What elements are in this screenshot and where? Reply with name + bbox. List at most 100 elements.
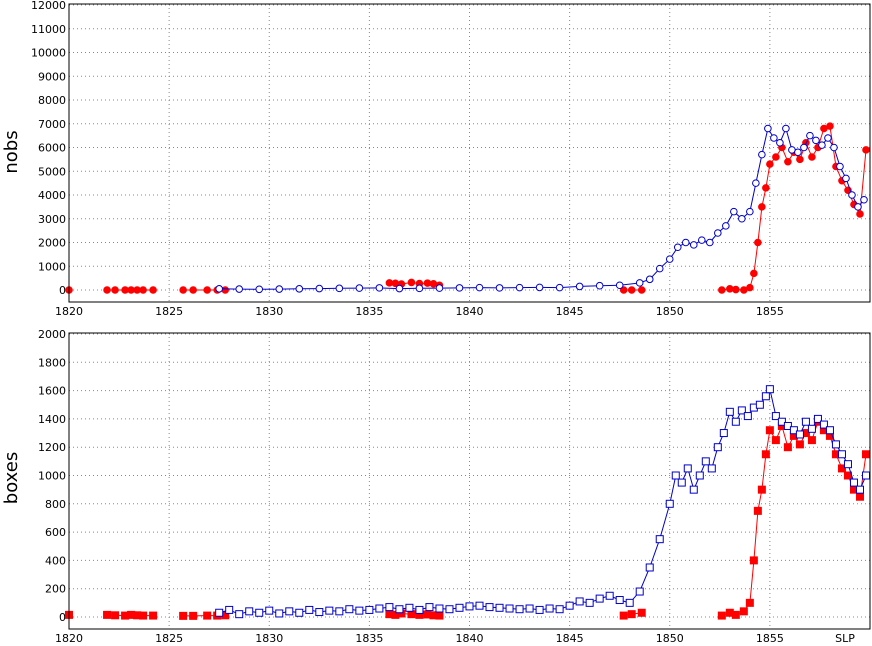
data-point — [315, 284, 324, 293]
data-point — [335, 284, 344, 293]
data-point — [681, 238, 690, 247]
data-point — [385, 603, 394, 612]
data-point — [429, 280, 438, 288]
series-line — [219, 387, 867, 615]
data-point — [235, 285, 244, 293]
data-point — [807, 424, 816, 433]
x-tick-label: 1840 — [456, 632, 484, 645]
data-point — [689, 241, 698, 249]
data-point — [782, 124, 790, 133]
data-point — [861, 471, 870, 480]
data-point — [795, 430, 804, 439]
data-point — [435, 611, 444, 620]
data-point — [635, 587, 644, 596]
data-point — [585, 598, 594, 607]
data-point — [746, 207, 754, 216]
data-point — [595, 594, 604, 603]
panel-nobs: 0 1000 2000 3000 4000 5000 6000 7000 8000 9000 100… — [1, 0, 871, 318]
data-point — [627, 286, 636, 294]
data-point — [275, 609, 284, 618]
data-point — [475, 283, 484, 292]
data-point — [731, 417, 740, 426]
data-point — [855, 492, 864, 501]
data-point — [766, 160, 774, 168]
data-point — [707, 464, 716, 473]
y-tick-label: 200 — [45, 583, 66, 596]
data-point — [725, 407, 734, 416]
x-tick-label: 1820 — [55, 632, 83, 645]
data-point — [655, 264, 664, 273]
data-point — [355, 606, 364, 615]
data-point — [754, 238, 762, 247]
y-tick-label: 11000 — [31, 23, 66, 36]
data-point — [849, 478, 858, 487]
data-point — [794, 148, 802, 157]
y-tick-label: 5000 — [38, 165, 66, 178]
y-tick-label: 2000 — [38, 237, 66, 250]
data-point — [149, 611, 158, 620]
data-point — [255, 608, 264, 617]
series-line — [219, 126, 865, 290]
data-point — [801, 417, 810, 426]
x-tick-label: 1830 — [255, 632, 283, 645]
x-tick-label: 1835 — [355, 632, 383, 645]
data-point — [555, 605, 564, 614]
data-point — [375, 604, 384, 613]
data-point — [745, 598, 754, 607]
data-point — [796, 155, 804, 164]
y-tick-label: 2000 — [38, 328, 66, 341]
data-point — [732, 285, 740, 294]
data-point — [637, 286, 646, 294]
data-point — [615, 596, 624, 605]
data-point — [595, 281, 604, 290]
data-point — [807, 436, 816, 445]
data-point — [856, 210, 864, 218]
y-tick-label: 9000 — [38, 70, 66, 83]
data-point — [743, 412, 752, 421]
data-point — [753, 506, 762, 515]
data-point — [335, 607, 344, 616]
data-point — [215, 285, 223, 293]
y-tick-label: 1400 — [38, 413, 66, 426]
data-point — [355, 284, 364, 292]
data-point — [719, 429, 728, 438]
data-point — [295, 285, 304, 293]
data-point — [545, 604, 554, 613]
data-point — [718, 286, 726, 294]
y-tick-label: 4000 — [38, 189, 66, 202]
data-point — [395, 605, 404, 614]
data-point — [435, 284, 444, 292]
data-point — [405, 603, 414, 612]
series-0 — [65, 417, 870, 620]
x-tick-label: 1845 — [556, 632, 584, 645]
data-point — [764, 124, 772, 133]
data-point — [465, 602, 474, 611]
x-tick-label: 1855 — [756, 305, 784, 318]
y-tick-label: 0 — [59, 284, 66, 297]
data-point — [179, 286, 187, 294]
x-tick-label: 1855 — [756, 632, 784, 645]
data-point — [645, 563, 654, 572]
series-1 — [215, 385, 870, 619]
data-point — [395, 284, 404, 293]
data-point — [701, 457, 710, 466]
data-point — [855, 485, 864, 494]
data-point — [179, 611, 188, 620]
data-point — [677, 478, 686, 487]
data-point — [103, 610, 112, 619]
data-point — [605, 591, 614, 600]
data-point — [435, 604, 444, 613]
data-point — [737, 406, 746, 415]
data-point — [800, 143, 808, 152]
data-point — [315, 608, 324, 617]
plot-frame — [68, 3, 871, 303]
data-point — [771, 436, 780, 445]
data-point — [445, 605, 454, 614]
data-point — [619, 611, 628, 620]
data-point — [295, 608, 304, 617]
y-tick-label: 6000 — [38, 142, 66, 155]
series-line — [107, 125, 867, 291]
data-point — [619, 286, 628, 294]
y-tick-label: 600 — [45, 526, 66, 539]
